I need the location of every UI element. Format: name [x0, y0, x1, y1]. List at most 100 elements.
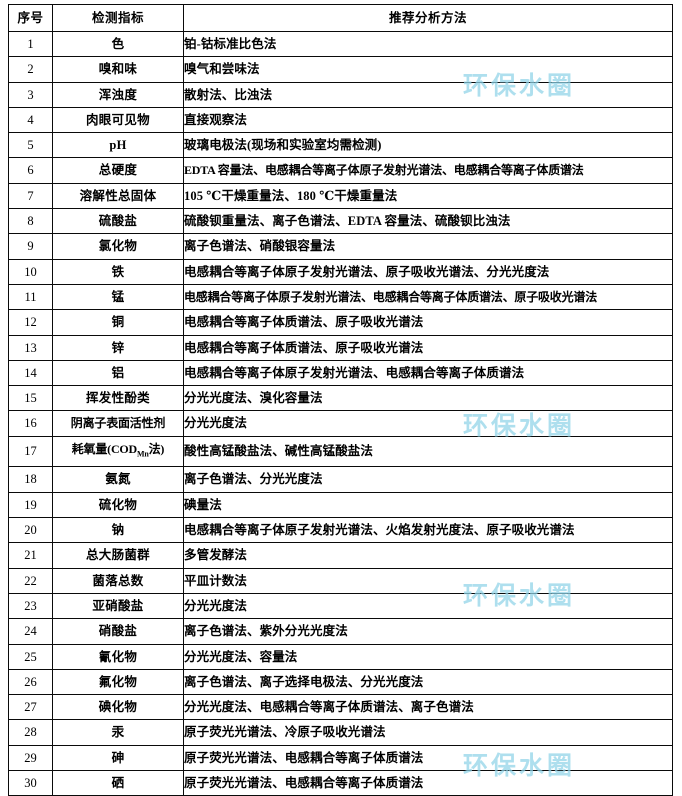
- table-header: 序号 检测指标 推荐分析方法: [8, 4, 673, 32]
- table-body: 1 色铂-钴标准比色法 2 嗅和味 嗅气和尝味法 3 浑浊度 散射法、比浊法 4 肉眼可见物 直接观…: [8, 30, 673, 796]
- table-row: 20 钠电感耦合等离子体原子发射光谱法、火焰发射光度法、原子吸收光谱法: [8, 517, 673, 544]
- method-cell: 直接观察法: [183, 106, 673, 134]
- row-number: 26: [8, 668, 53, 696]
- indicator-cell: 汞: [52, 719, 184, 746]
- column-header-method: 推荐分析方法: [183, 4, 673, 32]
- row-number: 21: [8, 542, 53, 569]
- table-row: 9 氯化物 离子色谱法、硝酸银容量法: [8, 233, 673, 260]
- method-cell: 电感耦合等离子体质谱法、原子吸收光谱法: [183, 334, 673, 361]
- indicator-cell: 亚硝酸盐: [52, 592, 184, 620]
- column-header-indicator: 检测指标: [52, 4, 184, 32]
- row-number: 4: [8, 106, 53, 134]
- row-number: 5: [8, 132, 53, 159]
- method-cell: 105 ℃干燥重量法、180 ℃干燥重量法: [183, 182, 673, 210]
- method-cell: 硫酸钡重量法、离子色谱法、EDTA 容量法、硫酸钡比浊法: [183, 208, 673, 235]
- table-row: 29 砷原子荧光光谱法、电感耦合等离子体质谱法: [8, 744, 673, 772]
- method-cell: 分光光度法、电感耦合等离子体质谱法、离子色谱法: [183, 694, 673, 721]
- indicator-cell: 氯化物: [52, 233, 184, 260]
- table-header-row: 序号 检测指标 推荐分析方法: [8, 4, 673, 32]
- row-number: 25: [8, 643, 53, 670]
- table-row: 6 总硬度 EDTA 容量法、电感耦合等离子体原子发射光谱法、电感耦合等离子体质谱法: [8, 157, 673, 184]
- method-cell: 嗅气和尝味法: [183, 56, 673, 83]
- table-row: 4 肉眼可见物 直接观察法: [8, 106, 673, 134]
- table-row: 19 硫化物 碘量法: [8, 491, 673, 519]
- table-row: 15 挥发性酚类 分光光度法、溴化容量法: [8, 385, 673, 412]
- column-header-no: 序号: [8, 4, 53, 32]
- indicator-cell: 锰: [52, 283, 184, 311]
- indicator-cell: 铝: [52, 359, 184, 387]
- method-cell: 分光光度法、容量法: [183, 643, 673, 670]
- indicator-cell: 氰化物: [52, 643, 184, 670]
- method-cell: 酸性高锰酸盐法、碱性高锰酸盐法: [183, 435, 673, 468]
- table-row: 18 氨氮 离子色谱法、分光光度法: [8, 466, 673, 493]
- table-row: 1 色铂-钴标准比色法: [8, 30, 673, 58]
- indicator-cell: 挥发性酚类: [52, 385, 184, 412]
- row-number: 14: [8, 359, 53, 387]
- analysis-methods-table-container: 序号 检测指标 推荐分析方法 1 色铂-钴标准比色法 2 嗅和味 嗅气和尝味法 3 浑浊度散…: [8, 4, 673, 796]
- indicator-cell: 砷: [52, 744, 184, 772]
- indicator-cell: 铜: [52, 309, 184, 336]
- row-number: 23: [8, 592, 53, 620]
- indicator-cell: 总硬度: [52, 157, 184, 184]
- table-row: 16 阴离子表面活性剂 分光光度法: [8, 410, 673, 437]
- method-cell: 分光光度法: [183, 592, 673, 620]
- method-cell: 散射法、比浊法: [183, 81, 673, 108]
- row-number: 9: [8, 233, 53, 260]
- table-row: 25 氰化物 分光光度法、容量法: [8, 643, 673, 670]
- indicator-cell: 总大肠菌群: [52, 542, 184, 569]
- table-row: 17 耗氧量(CODMn法) 酸性高锰酸盐法、碱性高锰酸盐法: [8, 435, 673, 468]
- method-cell: 平皿计数法: [183, 567, 673, 594]
- table-row: 26 氟化物 离子色谱法、离子选择电极法、分光光度法: [8, 668, 673, 696]
- row-number: 2: [8, 56, 53, 83]
- table-row: 21 总大肠菌群 多管发酵法: [8, 542, 673, 569]
- table-row: 23 亚硝酸盐 分光光度法: [8, 592, 673, 620]
- indicator-cell: 肉眼可见物: [52, 106, 184, 134]
- row-number: 10: [8, 258, 53, 285]
- table-row: 8 硫酸盐 硫酸钡重量法、离子色谱法、EDTA 容量法、硫酸钡比浊法: [8, 208, 673, 235]
- method-cell: 离子色谱法、分光光度法: [183, 466, 673, 493]
- method-cell: 多管发酵法: [183, 542, 673, 569]
- row-number: 18: [8, 466, 53, 493]
- table-row: 24 硝酸盐 离子色谱法、紫外分光光度法: [8, 618, 673, 645]
- table-row: 12 铜电感耦合等离子体质谱法、原子吸收光谱法: [8, 309, 673, 336]
- table-row: 28 汞原子荧光光谱法、冷原子吸收光谱法: [8, 719, 673, 746]
- row-number: 22: [8, 567, 53, 594]
- method-cell: 离子色谱法、离子选择电极法、分光光度法: [183, 668, 673, 696]
- indicator-cell: 硒: [52, 769, 184, 796]
- method-cell: 电感耦合等离子体原子发射光谱法、火焰发射光度法、原子吸收光谱法: [183, 517, 673, 544]
- method-cell: 电感耦合等离子体原子发射光谱法、电感耦合等离子体质谱法、原子吸收光谱法: [183, 283, 673, 311]
- method-cell: 离子色谱法、硝酸银容量法: [183, 233, 673, 260]
- indicator-cell: 嗅和味: [52, 56, 184, 83]
- row-number: 15: [8, 385, 53, 412]
- indicator-cell: 硝酸盐: [52, 618, 184, 645]
- row-number: 8: [8, 208, 53, 235]
- indicator-cell: 氟化物: [52, 668, 184, 696]
- method-cell: 分光光度法: [183, 410, 673, 437]
- row-number: 28: [8, 719, 53, 746]
- table-row: 22 菌落总数 平皿计数法: [8, 567, 673, 594]
- indicator-cell: 溶解性总固体: [52, 182, 184, 210]
- indicator-cell: 硫酸盐: [52, 208, 184, 235]
- indicator-cell: 钠: [52, 517, 184, 544]
- method-cell: 原子荧光光谱法、电感耦合等离子体质谱法: [183, 769, 673, 796]
- method-cell: 分光光度法、溴化容量法: [183, 385, 673, 412]
- indicator-cell: 硫化物: [52, 491, 184, 519]
- row-number: 6: [8, 157, 53, 184]
- row-number: 19: [8, 491, 53, 519]
- row-number: 7: [8, 182, 53, 210]
- table-row: 13 锌电感耦合等离子体质谱法、原子吸收光谱法: [8, 334, 673, 361]
- table-row: 3 浑浊度 散射法、比浊法: [8, 81, 673, 108]
- row-number: 17: [8, 435, 53, 468]
- analysis-methods-table: 序号 检测指标 推荐分析方法 1 色铂-钴标准比色法 2 嗅和味 嗅气和尝味法 3 浑浊度散…: [8, 4, 673, 796]
- method-cell: EDTA 容量法、电感耦合等离子体原子发射光谱法、电感耦合等离子体质谱法: [183, 157, 673, 184]
- indicator-cell: 锌: [52, 334, 184, 361]
- table-row: 5 pH 玻璃电极法(现场和实验室均需检测): [8, 132, 673, 159]
- row-number: 3: [8, 81, 53, 108]
- table-row: 2 嗅和味 嗅气和尝味法: [8, 56, 673, 83]
- table-row: 11 锰电感耦合等离子体原子发射光谱法、电感耦合等离子体质谱法、原子吸收光谱法: [8, 283, 673, 311]
- table-row: 27 碘化物 分光光度法、电感耦合等离子体质谱法、离子色谱法: [8, 694, 673, 721]
- table-row: 7 溶解性总固体 105 ℃干燥重量法、180 ℃干燥重量法: [8, 182, 673, 210]
- indicator-cell: 碘化物: [52, 694, 184, 721]
- row-number: 29: [8, 744, 53, 772]
- method-cell: 电感耦合等离子体原子发射光谱法、电感耦合等离子体质谱法: [183, 359, 673, 387]
